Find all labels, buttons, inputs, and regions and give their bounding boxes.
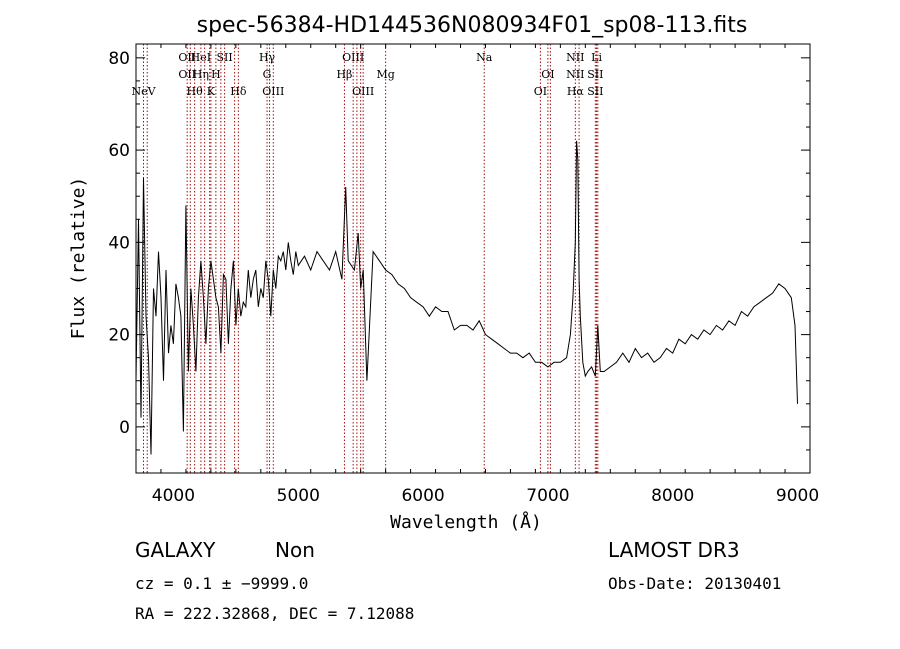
line-marker-label: Hθ (187, 85, 204, 98)
line-marker-label: SII (587, 68, 603, 81)
x-tick-label: 7000 (526, 486, 569, 506)
y-tick-label: 80 (108, 49, 130, 69)
line-marker-label: NII (566, 68, 584, 81)
y-axis-ticks: 0 20 40 60 80 (108, 49, 810, 474)
coordinates: RA = 222.32868, DEC = 7.12088 (135, 604, 415, 623)
line-marker-label: OI (541, 68, 554, 81)
line-marker-label: NII (566, 51, 584, 64)
line-marker-label: HeI (191, 51, 211, 64)
observation-date: Obs-Date: 20130401 (608, 574, 782, 593)
x-tick-label: 8000 (651, 486, 694, 506)
line-marker-label: Hγ (259, 51, 276, 64)
chart-title: spec-56384-HD144536N080934F01_sp08-113.f… (197, 13, 748, 38)
line-marker-label: OIII (342, 51, 364, 64)
spectrum-series-line (135, 140, 798, 455)
line-marker-label: H (211, 68, 221, 81)
x-tick-label: 6000 (401, 486, 444, 506)
line-marker-label: Mg (376, 68, 394, 81)
object-subclass: Non (275, 538, 315, 562)
y-tick-label: 40 (108, 233, 130, 253)
line-marker-label: SII (217, 51, 233, 64)
line-marker-label: OIII (352, 85, 374, 98)
y-axis-label: Flux (relative) (68, 177, 89, 340)
object-class: GALAXY (135, 538, 216, 562)
x-axis-label: Wavelength (Å) (390, 511, 542, 533)
survey-name: LAMOST DR3 (608, 538, 740, 562)
line-marker-label: Na (476, 51, 493, 64)
line-marker-label: SII (587, 85, 603, 98)
line-marker-label: OII (178, 51, 196, 64)
line-marker-label: Li (591, 51, 602, 64)
line-marker-label: Hβ (336, 68, 352, 81)
x-tick-label: 4000 (152, 486, 195, 506)
line-marker-label: G (263, 68, 272, 81)
plot-frame (135, 43, 811, 474)
line-marker-label: Hδ (230, 85, 247, 98)
line-marker-label: Hη (193, 68, 209, 81)
y-tick-label: 0 (119, 418, 130, 438)
line-marker-labels: NeVOIIOIIHθHeIHηKHSIIHδHγGOIIIOIIIHβOIII… (131, 51, 603, 98)
line-marker-label: Hα (567, 85, 585, 98)
line-marker-label: NeV (131, 85, 156, 98)
line-marker-label: K (207, 85, 216, 98)
x-axis-ticks: 4000 5000 6000 7000 8000 9000 (152, 44, 819, 506)
redshift-value: cz = 0.1 ± −9999.0 (135, 574, 309, 593)
y-tick-label: 60 (108, 141, 130, 161)
y-tick-label: 20 (108, 326, 130, 346)
x-tick-label: 5000 (277, 486, 320, 506)
x-tick-label: 9000 (776, 486, 819, 506)
line-marker-label: OI (534, 85, 547, 98)
line-marker-label: OIII (262, 85, 284, 98)
line-marker-label: OII (178, 68, 196, 81)
line-markers (142, 44, 599, 473)
